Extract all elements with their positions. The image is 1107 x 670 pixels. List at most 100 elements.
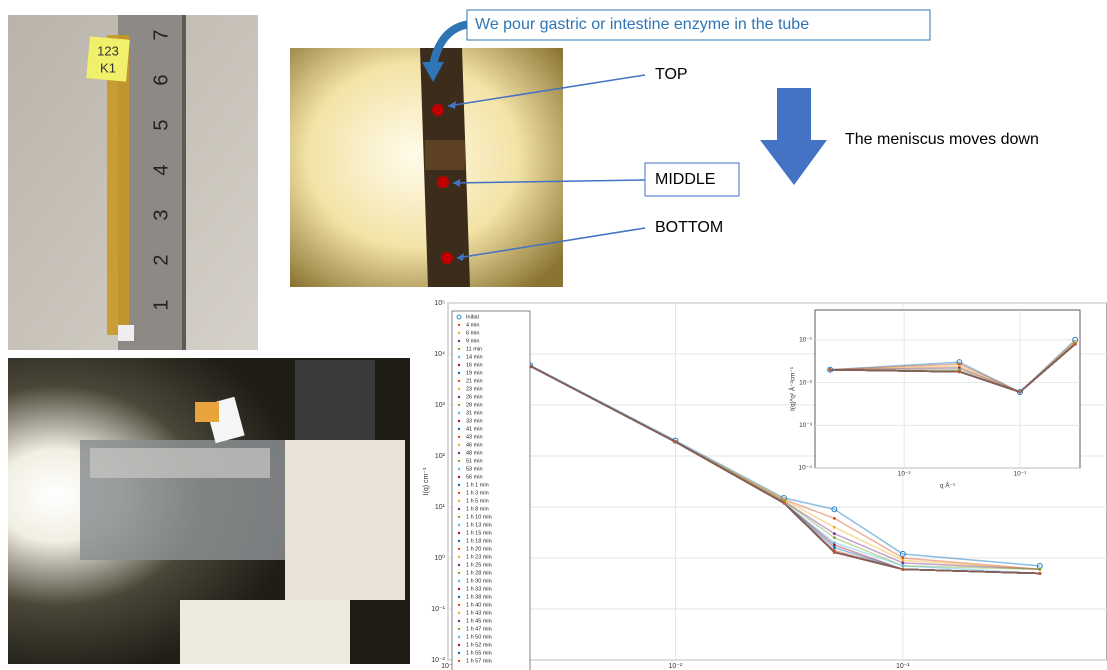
y-tick-label: 10² bbox=[435, 453, 446, 460]
data-point bbox=[783, 502, 786, 505]
legend-marker bbox=[458, 500, 460, 502]
legend-marker bbox=[458, 484, 460, 486]
data-point bbox=[833, 532, 836, 535]
legend-label: 56 min bbox=[466, 474, 483, 480]
legend-marker bbox=[458, 564, 460, 566]
ruler-digit: 1 bbox=[150, 299, 172, 310]
y-tick-label: 10⁴ bbox=[434, 351, 445, 358]
legend-marker bbox=[458, 332, 460, 334]
legend-marker bbox=[458, 404, 460, 406]
legend-marker bbox=[458, 620, 460, 622]
legend-label: 16 min bbox=[466, 362, 483, 368]
legend-marker bbox=[458, 572, 460, 574]
legend-label: 1 h 20 min bbox=[466, 546, 492, 552]
data-point bbox=[901, 562, 904, 565]
legend-label: 1 h 28 min bbox=[466, 570, 492, 576]
legend-label: 1 h 47 min bbox=[466, 626, 492, 632]
legend-label: 46 min bbox=[466, 442, 483, 448]
data-point bbox=[674, 440, 677, 443]
legend-label: 53 min bbox=[466, 466, 483, 472]
legend-marker bbox=[458, 340, 460, 342]
legend-marker bbox=[458, 636, 460, 638]
y-axis-label: I(q)*q² Å⁻²cm⁻¹ bbox=[788, 366, 797, 411]
legend-marker bbox=[458, 396, 460, 398]
legend-label: 21 min bbox=[466, 378, 483, 384]
page: 123 K1 1234567 We pour gastric or intest… bbox=[0, 0, 1107, 670]
legend-marker bbox=[458, 548, 460, 550]
legend-label: 19 min bbox=[466, 370, 483, 376]
legend-label: Initial bbox=[466, 314, 479, 320]
legend-label: 1 h 38 min bbox=[466, 594, 492, 600]
x-tick-label: 10⁻² bbox=[669, 663, 683, 670]
legend-label: 1 h 15 min bbox=[466, 530, 492, 536]
legend-label: 43 min bbox=[466, 434, 483, 440]
legend-marker bbox=[458, 468, 460, 470]
legend-label: 11 min bbox=[466, 346, 482, 352]
legend-label: 48 min bbox=[466, 450, 483, 456]
photo-tube bbox=[290, 48, 563, 287]
data-point bbox=[833, 536, 836, 539]
legend-marker bbox=[458, 324, 460, 326]
legend-marker bbox=[458, 652, 460, 654]
legend-marker bbox=[458, 644, 460, 646]
legend-marker bbox=[458, 428, 460, 430]
data-point bbox=[833, 517, 836, 520]
legend-marker bbox=[458, 452, 460, 454]
legend: Initial4 min6 min9 min11 min14 min16 min… bbox=[452, 311, 530, 670]
legend-label: 1 h 33 min bbox=[466, 586, 492, 592]
x-tick-label: 10⁻¹ bbox=[896, 663, 910, 670]
legend-label: 1 h 43 min bbox=[466, 610, 492, 616]
legend-label: 31 min bbox=[466, 410, 483, 416]
legend-label: 6 min bbox=[466, 330, 479, 336]
arrow-note: The meniscus moves down bbox=[845, 131, 1039, 148]
legend-label: 26 min bbox=[466, 394, 483, 400]
legend-marker bbox=[458, 604, 460, 606]
legend-label: 1 h 23 min bbox=[466, 554, 492, 560]
ruler-digit: 5 bbox=[150, 119, 172, 130]
legend-marker bbox=[458, 556, 460, 558]
legend-marker bbox=[458, 516, 460, 518]
legend-label: 1 h 10 min bbox=[466, 514, 492, 520]
legend-label: 1 h 40 min bbox=[466, 602, 492, 608]
slide: 123 K1 1234567 We pour gastric or intest… bbox=[0, 0, 1107, 670]
data-point bbox=[1038, 568, 1041, 571]
photo-beamline bbox=[8, 358, 410, 664]
data-point bbox=[1019, 391, 1022, 394]
legend-marker bbox=[458, 460, 460, 462]
legend-marker bbox=[458, 596, 460, 598]
data-point bbox=[901, 565, 904, 568]
legend-marker bbox=[458, 580, 460, 582]
legend-marker bbox=[458, 532, 460, 534]
legend-label: 1 h 55 min bbox=[466, 650, 492, 656]
data-point bbox=[1038, 572, 1041, 575]
legend-marker bbox=[458, 436, 460, 438]
legend-label: 14 min bbox=[466, 354, 483, 360]
y-tick-label: 10⁻³ bbox=[799, 422, 813, 429]
legend-marker bbox=[458, 420, 460, 422]
ruler-digit: 4 bbox=[150, 164, 172, 175]
legend-label: 1 h 8 min bbox=[466, 506, 489, 512]
data-point bbox=[901, 568, 904, 571]
legend-marker bbox=[458, 444, 460, 446]
y-tick-label: 10¹ bbox=[435, 504, 446, 511]
data-point bbox=[829, 368, 832, 371]
legend-marker bbox=[458, 492, 460, 494]
y-tick-label: 10⁵ bbox=[434, 300, 445, 307]
legend-label: 33 min bbox=[466, 418, 483, 424]
y-tick-label: 10⁰ bbox=[434, 554, 445, 562]
charts: 10⁻²10⁻¹10⁰10¹10²10³10⁴10⁵10⁻³10⁻²10⁻¹I(… bbox=[423, 300, 1107, 670]
top-label: TOP bbox=[655, 66, 688, 83]
plot-area bbox=[815, 310, 1080, 468]
legend-label: 51 min bbox=[466, 458, 483, 464]
x-tick-label: 10⁻¹ bbox=[1014, 471, 1028, 478]
legend-marker bbox=[458, 524, 460, 526]
data-point bbox=[833, 551, 836, 554]
ruler-digit: 6 bbox=[150, 74, 172, 85]
y-tick-label: 10⁻⁴ bbox=[799, 465, 813, 472]
legend-marker bbox=[458, 388, 460, 390]
ruler-digit: 7 bbox=[150, 29, 172, 40]
y-tick-label: 10⁻¹ bbox=[431, 606, 445, 613]
legend-label: 9 min bbox=[466, 338, 479, 344]
data-point bbox=[958, 370, 961, 373]
ruler-digit: 2 bbox=[150, 254, 172, 265]
